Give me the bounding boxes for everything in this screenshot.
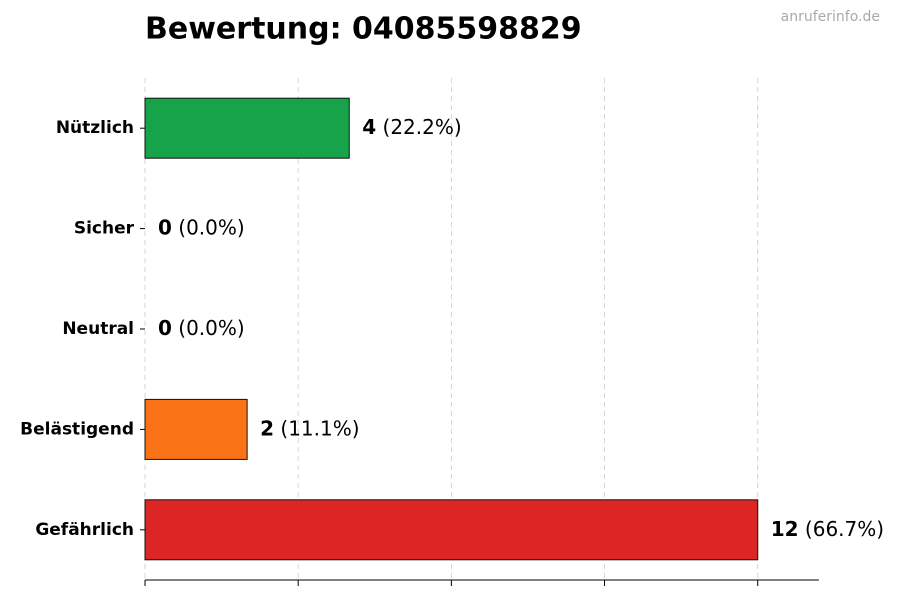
value-percent: (22.2%): [383, 115, 462, 139]
value-label: 12 (66.7%): [771, 516, 884, 540]
value-label: 4 (22.2%): [362, 115, 461, 139]
y-tick-label: Neutral: [62, 319, 134, 339]
y-tick-label: Belästigend: [20, 419, 134, 439]
value-count: 12: [771, 516, 799, 540]
value-percent: (66.7%): [805, 516, 884, 540]
value-label: 0 (0.0%): [158, 316, 245, 340]
value-percent: (0.0%): [178, 215, 244, 239]
chart-title: Bewertung: 04085598829: [145, 12, 582, 47]
y-tick-label: Sicher: [74, 219, 135, 239]
value-percent: (11.1%): [280, 416, 359, 440]
y-tick-label: Nützlich: [56, 118, 134, 138]
bar: [144, 499, 759, 561]
bar: [144, 97, 350, 159]
bar: [144, 398, 248, 460]
value-percent: (0.0%): [178, 316, 244, 340]
value-count: 0: [158, 215, 172, 239]
y-tick-label: Gefährlich: [35, 520, 134, 540]
value-count: 2: [260, 416, 274, 440]
value-count: 4: [362, 115, 376, 139]
value-label: 0 (0.0%): [158, 215, 245, 239]
value-count: 0: [158, 316, 172, 340]
watermark: anruferinfo.de: [781, 9, 880, 25]
value-label: 2 (11.1%): [260, 416, 359, 440]
